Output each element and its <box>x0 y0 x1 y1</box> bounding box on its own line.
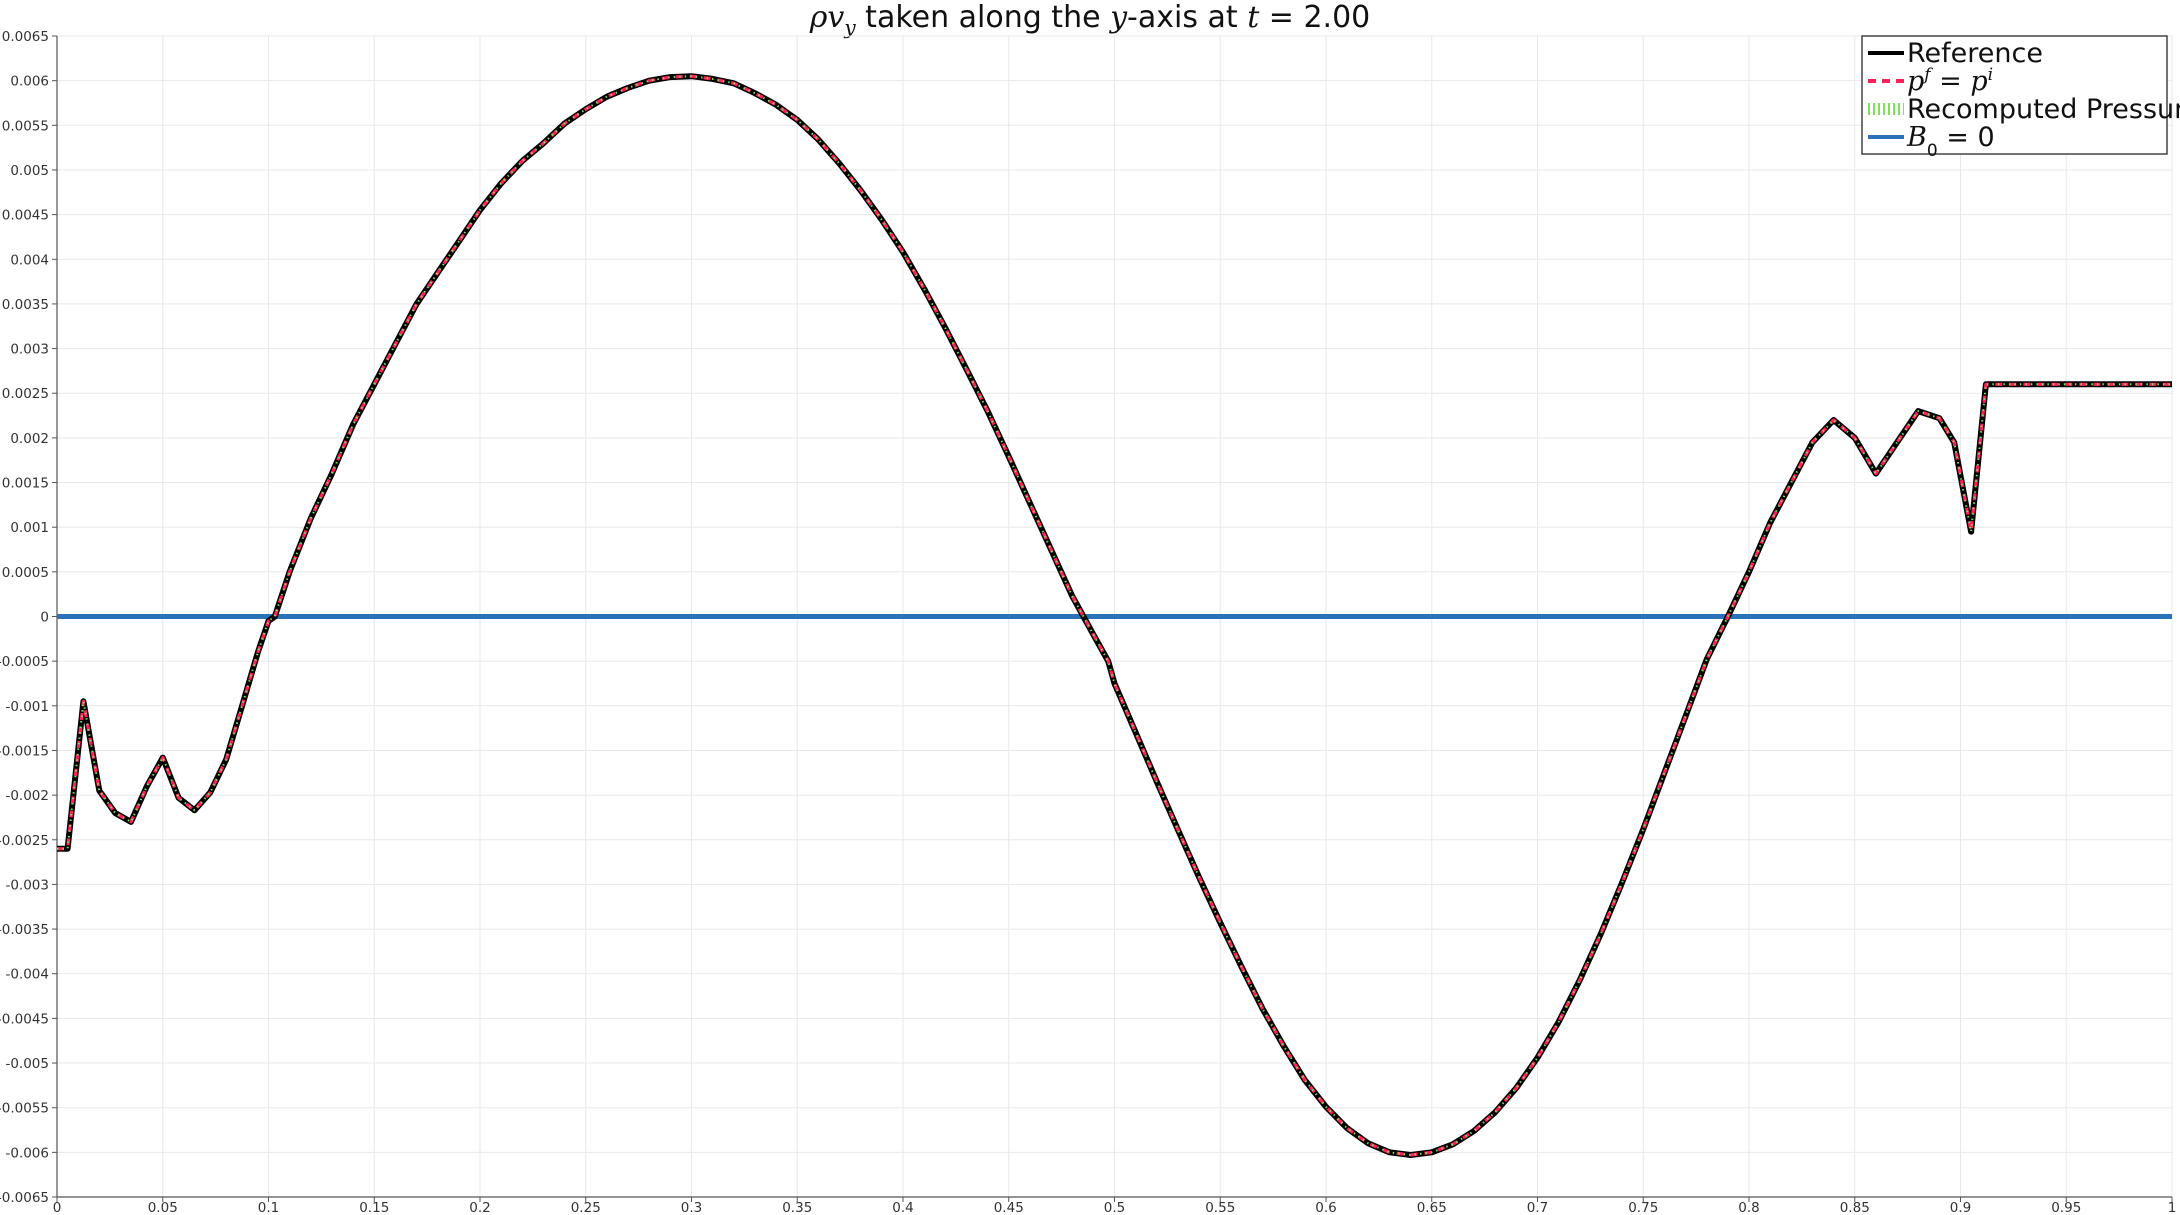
y-tick-label: 0.002 <box>10 431 49 447</box>
y-tick-label: 0.0065 <box>2 29 49 45</box>
x-tick-label: 0.4 <box>892 1200 913 1215</box>
y-tick-label: 0.0045 <box>2 208 49 224</box>
legend-label-part: B <box>1906 122 1927 153</box>
y-tick-label: 0.0025 <box>2 386 49 402</box>
x-tick-label: 0.5 <box>1104 1200 1125 1215</box>
x-tick-label: 0.8 <box>1738 1200 1759 1215</box>
title-text-axis-at: -axis at <box>1127 0 1248 35</box>
y-tick-label: -0.002 <box>5 788 49 804</box>
y-tick-label: -0.0025 <box>0 833 49 849</box>
y-tick-label: -0.0055 <box>0 1101 49 1117</box>
title-text-along: taken along the <box>855 0 1111 35</box>
legend-label-sup: f <box>1922 65 1933 85</box>
x-tick-label: 0.75 <box>1628 1200 1658 1215</box>
series-lines <box>57 73 2172 1158</box>
x-tick-label: 0.9 <box>1950 1200 1971 1215</box>
x-tick-label: 0.25 <box>571 1200 601 1215</box>
y-tick-label: -0.0015 <box>0 743 49 759</box>
title-subscript-y: y <box>844 15 856 39</box>
legend-box <box>1861 35 2168 155</box>
legend-label: pf = pi <box>1907 65 1993 97</box>
legend-label: Recomputed Pressure <box>1907 94 2180 125</box>
y-tick-label: 0 <box>40 610 49 626</box>
title-t-italic: t <box>1247 0 1260 35</box>
x-tick-label: 0.7 <box>1527 1200 1548 1215</box>
y-tick-label: 0.0015 <box>2 476 49 492</box>
y-tick-label: 0.004 <box>10 252 49 268</box>
x-tick-label: 0.6 <box>1315 1200 1336 1215</box>
y-tick-labels: 0.0065 0.006 0.0055 0.005 0.0045 0.004 0.0035 0… <box>0 29 49 1206</box>
x-tick-label: 0.15 <box>359 1200 389 1215</box>
x-tick-label: 0.45 <box>994 1200 1024 1215</box>
x-tick-label: 0.05 <box>148 1200 178 1215</box>
x-tick-label: 0.65 <box>1417 1200 1447 1215</box>
y-tick-label: -0.0035 <box>0 922 49 938</box>
y-tick-label: 0.005 <box>10 163 49 179</box>
title-rho-v: ρv <box>809 0 845 35</box>
title-text-time: = 2.00 <box>1259 0 1371 35</box>
y-tick-label: -0.006 <box>5 1145 49 1161</box>
legend-label: Reference <box>1907 38 2043 69</box>
y-tick-label: -0.0065 <box>0 1190 49 1206</box>
legend-label-part: = 0 <box>1938 122 1995 153</box>
legend-label-part: = p <box>1931 66 1988 97</box>
y-tick-label: -0.004 <box>5 967 49 983</box>
x-tick-label: 0 <box>53 1200 62 1215</box>
y-tick-label: 0.0005 <box>2 565 49 581</box>
y-tick-label: -0.0045 <box>0 1011 49 1027</box>
y-tick-label: -0.001 <box>5 699 49 715</box>
y-tick-label: 0.006 <box>10 74 49 90</box>
x-tick-label: 0.95 <box>2051 1200 2081 1215</box>
y-tick-label: 0.0055 <box>2 118 49 134</box>
legend-label-part: p <box>1907 66 1924 97</box>
y-tick-label: 0.001 <box>10 520 49 536</box>
x-tick-label: 0.85 <box>1840 1200 1870 1215</box>
y-tick-label: 0.003 <box>10 342 49 358</box>
x-tick-label: 0.2 <box>469 1200 490 1215</box>
title-y-italic: y <box>1110 0 1128 35</box>
x-tick-label: 0.3 <box>681 1200 702 1215</box>
y-tick-label: 0.0035 <box>2 297 49 313</box>
y-tick-label: -0.0005 <box>0 654 49 670</box>
legend-label: B0 = 0 <box>1906 122 1995 161</box>
x-tick-label: 0.1 <box>258 1200 279 1215</box>
x-tick-labels: 0 0.05 0.1 0.15 0.2 0.25 0.3 0.35 0.4 0.45 0.5 0.55… <box>53 1200 2177 1215</box>
y-tick-label: -0.005 <box>5 1056 49 1072</box>
y-tick-label: -0.003 <box>5 877 49 893</box>
x-tick-label: 0.55 <box>1205 1200 1235 1215</box>
series-recomputed-pressure-line <box>57 75 2172 1156</box>
legend-label-sub: 0 <box>1927 141 1938 161</box>
x-tick-label: 1 <box>2168 1200 2177 1215</box>
legend-label-sup: i <box>1988 65 1993 85</box>
x-tick-label: 0.35 <box>782 1200 812 1215</box>
chart-title: ρvy taken along the y-axis at t = 2.00 <box>0 0 2180 45</box>
